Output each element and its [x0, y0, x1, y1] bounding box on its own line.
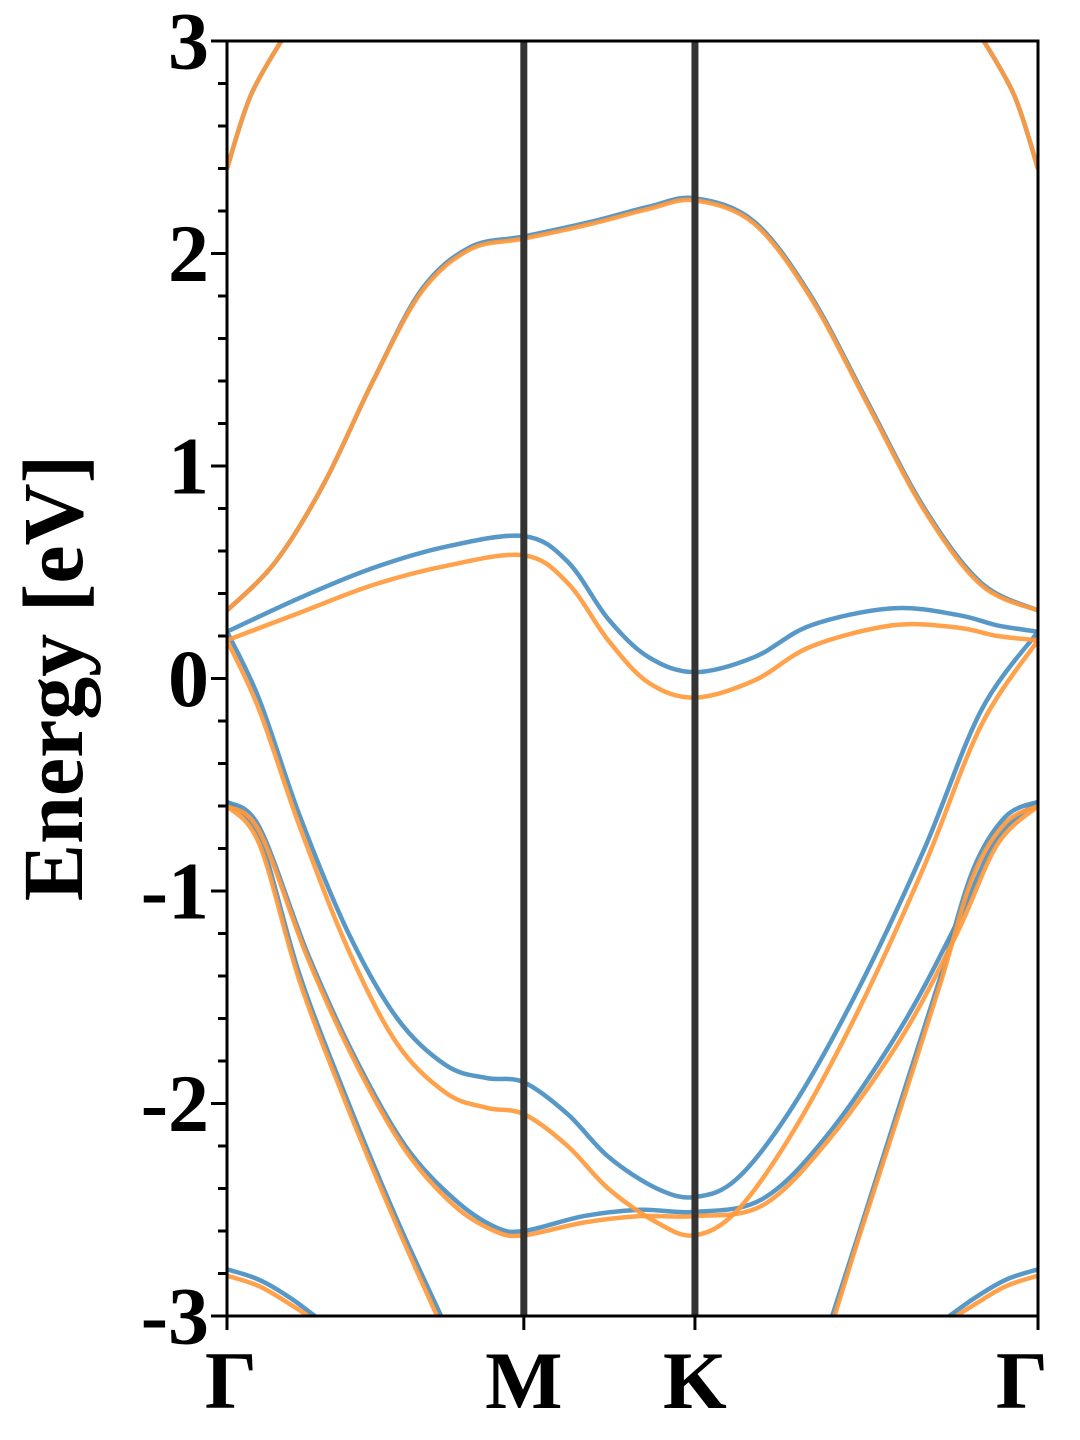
band-line — [951, 1273, 1038, 1316]
band-line — [227, 803, 1038, 1239]
x-tick-label: Γ — [205, 1335, 257, 1426]
band-series-2 — [227, 41, 1038, 1316]
band-line — [227, 629, 1038, 1200]
band-line — [945, 1267, 1038, 1316]
high-symmetry-lines — [520, 41, 699, 1316]
band-line — [227, 552, 1038, 700]
x-tick-label: Γ — [996, 1335, 1048, 1426]
x-tick-label: K — [663, 1335, 727, 1426]
band-line — [227, 1273, 313, 1316]
x-tick-label: M — [485, 1335, 562, 1426]
band-line — [227, 1267, 319, 1316]
y-tick-label: 1 — [168, 421, 209, 512]
y-axis-label: Energy [eV] — [5, 455, 101, 902]
band-series-1 — [227, 41, 1038, 1316]
y-axis: 3 2 1 0 -1 -2 -3 — [141, 0, 227, 1362]
band-line — [227, 41, 284, 171]
y-tick-label: 0 — [168, 633, 209, 724]
band-line — [227, 41, 284, 171]
band-line — [829, 799, 1038, 1316]
band-line — [981, 41, 1038, 171]
band-line — [832, 803, 1038, 1316]
plot-frame — [225, 39, 1040, 1318]
bands-layer — [227, 41, 1038, 1316]
y-tick-label: -1 — [141, 846, 209, 937]
band-line — [227, 638, 1038, 1238]
y-tick-label: -3 — [141, 1271, 209, 1362]
y-tick-label: -2 — [141, 1058, 209, 1149]
band-line — [981, 41, 1038, 171]
band-line — [227, 195, 1038, 613]
band-line — [227, 533, 1038, 675]
y-tick-label: 3 — [168, 0, 209, 87]
band-line — [227, 197, 1038, 613]
band-line — [227, 803, 440, 1316]
y-tick-label: 2 — [168, 208, 209, 299]
